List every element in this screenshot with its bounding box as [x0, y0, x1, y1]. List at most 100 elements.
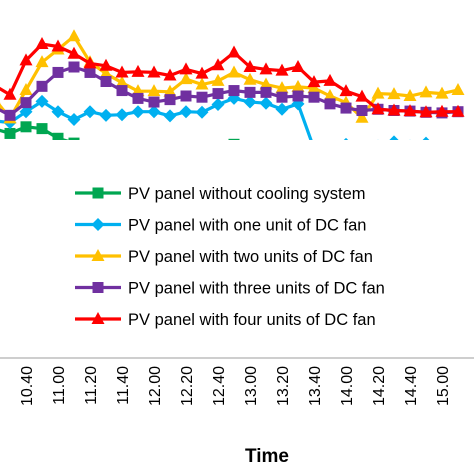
- legend-entry: PV panel without cooling system: [75, 185, 366, 203]
- data-point: [148, 96, 160, 108]
- series-line: [0, 125, 70, 140]
- data-point: [419, 105, 433, 118]
- legend-marker: [91, 249, 105, 261]
- data-point: [67, 46, 81, 59]
- data-point: [132, 92, 144, 104]
- data-point: [323, 88, 337, 101]
- data-point: [325, 145, 336, 156]
- data-point: [147, 105, 161, 119]
- data-point: [324, 98, 336, 110]
- data-point: [228, 85, 240, 97]
- data-point: [339, 84, 353, 97]
- data-point: [357, 147, 368, 158]
- x-tick-label: 14.40: [403, 366, 420, 406]
- data-point: [19, 105, 33, 119]
- data-point: [405, 148, 416, 159]
- data-point: [309, 143, 320, 154]
- data-point: [227, 65, 241, 78]
- x-tick-label: 11.20: [83, 366, 100, 405]
- data-point: [36, 80, 48, 92]
- data-point: [293, 147, 304, 158]
- legend-entry: PV panel with two units of DC fan: [75, 248, 373, 266]
- data-point: [277, 155, 288, 166]
- data-point: [228, 138, 240, 140]
- data-point: [147, 84, 161, 97]
- data-point: [117, 145, 128, 156]
- data-point: [99, 66, 113, 79]
- data-point: [0, 102, 1, 104]
- x-tick-label: 13.00: [243, 366, 260, 406]
- x-axis-label: Time: [245, 446, 289, 467]
- legend-entry: PV panel with one unit of DC fan: [75, 217, 366, 235]
- data-point: [276, 91, 288, 103]
- data-point: [275, 63, 289, 76]
- data-point: [85, 141, 96, 152]
- data-point: [389, 135, 399, 140]
- data-point: [371, 86, 385, 99]
- legend-entry: PV panel with four units of DC fan: [75, 311, 376, 329]
- data-point: [147, 65, 161, 78]
- data-point: [51, 39, 65, 52]
- data-point: [133, 145, 144, 156]
- data-point: [243, 72, 257, 85]
- x-tick-label: 12.00: [147, 366, 164, 406]
- data-point: [323, 73, 337, 86]
- data-point: [163, 68, 177, 81]
- x-tick-label: 12.20: [179, 366, 196, 406]
- data-point: [291, 60, 305, 73]
- data-point: [389, 144, 400, 155]
- data-point: [179, 105, 193, 119]
- data-point: [245, 140, 256, 151]
- data-point: [68, 137, 80, 140]
- data-point: [35, 94, 49, 108]
- data-point: [243, 95, 257, 109]
- data-point: [35, 37, 49, 50]
- data-point: [195, 66, 209, 79]
- data-point: [259, 77, 273, 90]
- data-point: [259, 62, 273, 75]
- data-point: [0, 89, 1, 91]
- data-point: [211, 73, 225, 86]
- legend: PV panel without cooling system PV panel …: [75, 185, 385, 329]
- data-point: [35, 55, 49, 68]
- data-point: [115, 108, 129, 122]
- legend-marker: [92, 282, 104, 293]
- x-tick-label: 10.40: [19, 366, 36, 406]
- series-line: [0, 42, 458, 114]
- data-point: [163, 84, 177, 97]
- data-point: [227, 45, 241, 58]
- data-point: [421, 145, 432, 156]
- data-point: [211, 58, 225, 71]
- data-point: [307, 81, 321, 94]
- data-point: [115, 75, 129, 88]
- data-point: [4, 127, 16, 139]
- data-point: [19, 53, 33, 66]
- legend-marker: [92, 187, 104, 199]
- data-point: [180, 90, 192, 102]
- data-point: [343, 137, 349, 140]
- data-point: [387, 103, 401, 116]
- data-point: [67, 113, 81, 127]
- data-point: [197, 150, 208, 161]
- data-point: [0, 120, 1, 122]
- data-point: [259, 96, 273, 110]
- data-point: [308, 91, 320, 103]
- x-tick-label: 14.00: [339, 366, 356, 406]
- data-point: [324, 141, 337, 154]
- legend-marker: [91, 218, 105, 231]
- data-point: [51, 105, 65, 119]
- data-point: [116, 85, 128, 97]
- data-point: [275, 102, 289, 116]
- x-tick-label: 13.20: [275, 366, 292, 406]
- data-point: [403, 104, 417, 117]
- data-point: [436, 141, 449, 154]
- data-point: [195, 77, 209, 90]
- data-point: [179, 72, 193, 85]
- legend-label: PV panel with four units of DC fan: [128, 311, 376, 329]
- x-tick-label: 10.20: [0, 366, 4, 406]
- legend-label: PV panel with two units of DC fan: [128, 248, 373, 266]
- data-point: [99, 58, 113, 71]
- data-point: [67, 29, 81, 42]
- series-3: [0, 29, 465, 124]
